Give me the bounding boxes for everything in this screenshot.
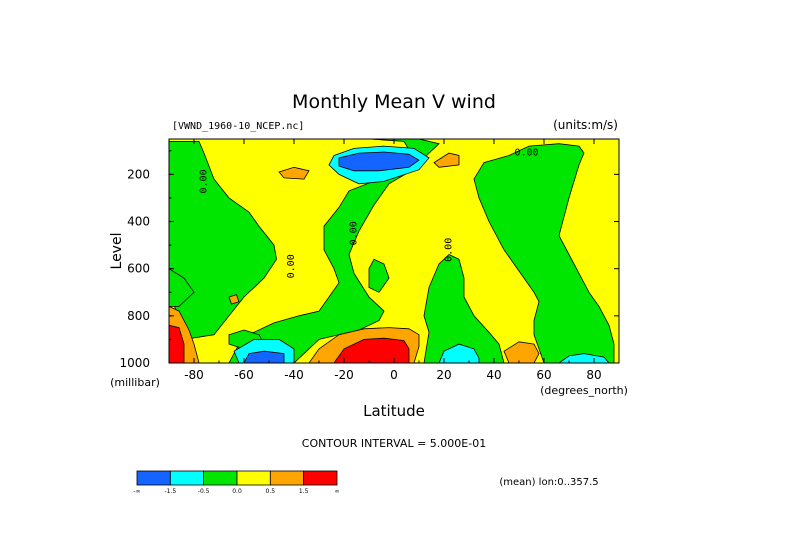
- colorbar-swatch: [269, 470, 305, 486]
- contour-region-9: [338, 151, 420, 172]
- y-tick-label: 800: [127, 309, 150, 323]
- plot-area: [169, 139, 619, 363]
- colorbar-swatch: [203, 470, 238, 486]
- contour-region-5: [423, 254, 505, 363]
- colorbar-swatch: [236, 470, 271, 486]
- contour-region-20: [433, 152, 460, 168]
- y-axis-label: Level: [109, 233, 125, 270]
- y-tick-label: 600: [127, 262, 150, 276]
- colorbar-level-label: 0.5: [266, 488, 276, 495]
- colorbar-level-label: -1.5: [164, 488, 176, 495]
- x-axis-label: Latitude: [363, 402, 425, 420]
- chart-title: Monthly Mean V wind: [292, 91, 496, 113]
- x-tick-label: 80: [586, 368, 601, 382]
- mean-note: (mean) lon:0..357.5: [499, 477, 598, 488]
- contour-interval: CONTOUR INTERVAL = 5.000E-01: [302, 437, 486, 450]
- contour-label: 0.00: [444, 238, 455, 262]
- colorbar: -∞ -1.5 -0.5 0.0 0.5 1.5 ∞: [133, 470, 340, 495]
- x-tick-label: -20: [334, 368, 354, 382]
- colorbar-level-label: ∞: [335, 488, 340, 495]
- x-tick-label: 40: [486, 368, 501, 382]
- colorbar-level-label: 1.5: [299, 488, 309, 495]
- dataset-label: [VWND_1960-10_NCEP.nc]: [172, 121, 304, 132]
- units-label: (units:m/s): [553, 118, 618, 132]
- contour-label: 0.00: [286, 254, 297, 278]
- y-tick-label: 200: [127, 167, 150, 181]
- x-tick-label: 20: [436, 368, 451, 382]
- contour-region-21: [503, 341, 540, 363]
- colorbar-swatch: [136, 470, 171, 486]
- contour-region-15: [333, 337, 410, 363]
- contour-labels: 0.00 0.00 0.00 0.00 0.00: [199, 148, 539, 279]
- contour-region-13: [558, 353, 610, 363]
- contour-region-4: [368, 258, 390, 293]
- x-axis: -80 -60 -40 -20 0 20 40 60 80: [168, 139, 620, 382]
- contour-region-18: [228, 294, 240, 305]
- colorbar-swatch: [303, 470, 338, 486]
- contour-region-19: [278, 166, 310, 180]
- x-axis-unit: (degrees_north): [540, 384, 628, 397]
- colorbar-swatch: [169, 470, 205, 486]
- contour-region-11: [243, 350, 285, 363]
- colorbar-level-label: -0.5: [198, 488, 210, 495]
- y-tick-label: 400: [127, 215, 150, 229]
- x-tick-label: 60: [536, 368, 551, 382]
- contour-region-17: [169, 324, 185, 363]
- contour-region-2: [169, 268, 195, 307]
- contour-region-12: [438, 343, 480, 363]
- x-tick-label: -80: [184, 368, 204, 382]
- contour-label: 0.00: [349, 221, 360, 245]
- contour-label: 0.00: [514, 148, 538, 159]
- y-tick-label: 1000: [119, 356, 150, 370]
- y-axis-unit: (millibar): [110, 376, 160, 389]
- x-tick-label: 0: [390, 368, 398, 382]
- x-tick-label: -60: [234, 368, 254, 382]
- colorbar-level-label: -∞: [133, 488, 140, 495]
- y-axis: 200 400 600 800 1000: [119, 150, 619, 370]
- contour-label: 0.00: [199, 169, 210, 193]
- x-tick-label: -40: [284, 368, 304, 382]
- colorbar-level-label: 0.0: [232, 488, 242, 495]
- contour-region-6: [473, 143, 615, 363]
